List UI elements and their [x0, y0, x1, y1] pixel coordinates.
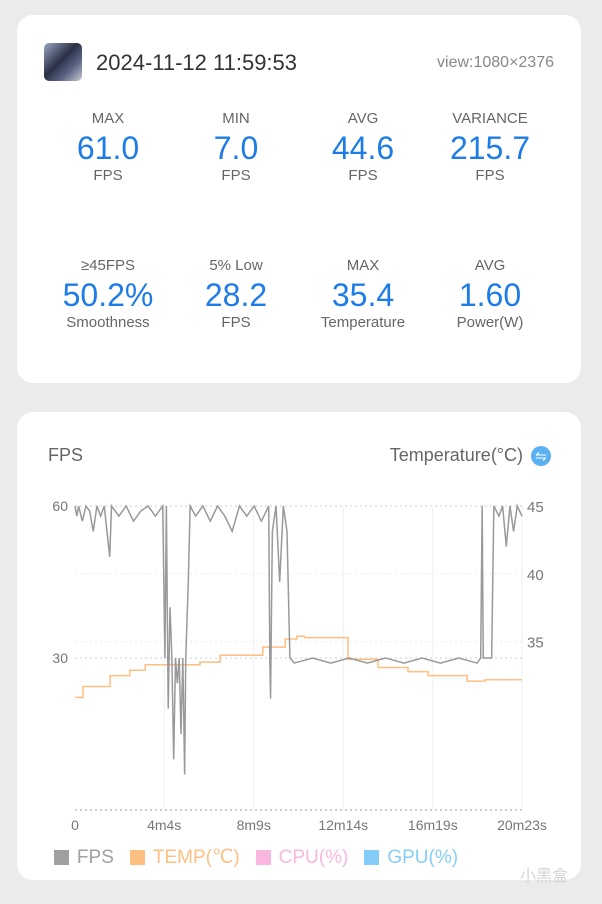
- legend-item[interactable]: GPU(%): [364, 846, 458, 869]
- stat-label: 5% Low: [209, 257, 263, 274]
- watermark: 小黑盒: [520, 868, 569, 885]
- legend-swatch: [129, 850, 145, 865]
- stat-label: MIN: [222, 110, 250, 127]
- stat-label: ≥45FPS: [80, 257, 136, 274]
- legend-label: TEMP(℃): [152, 847, 240, 868]
- stat-0: MAX 61.0 FPS: [44, 110, 172, 184]
- stat-unit: FPS: [348, 167, 378, 184]
- stat-unit: FPS: [221, 167, 251, 184]
- summary-card: 2024-11-12 11:59:53 view:1080×2376 MAX 61…: [17, 15, 581, 383]
- x-tick-label: 0: [71, 817, 79, 833]
- stat-1: MIN 7.0 FPS: [172, 110, 300, 184]
- stat-label: MAX: [346, 257, 380, 274]
- game-avatar: [44, 43, 82, 81]
- stat-value: 61.0: [76, 130, 140, 166]
- stat-2: AVG 44.6 FPS: [299, 110, 427, 184]
- legend-label: CPU(%): [278, 846, 349, 868]
- swap-icon[interactable]: ⇋: [531, 446, 551, 466]
- stat-value: 28.2: [204, 277, 268, 313]
- legend-item[interactable]: TEMP(℃): [129, 846, 240, 869]
- chart-legend: FPS TEMP(℃) CPU(%) GPU(%): [0, 846, 602, 869]
- stat-value: 44.6: [331, 130, 395, 166]
- stat-value: 1.60: [458, 277, 522, 313]
- legend-swatch: [53, 850, 69, 865]
- stat-unit: Power(W): [456, 314, 524, 331]
- stat-4: ≥45FPS 50.2% Smoothness: [44, 257, 172, 331]
- legend-item[interactable]: CPU(%): [255, 846, 349, 869]
- stat-unit: Smoothness: [66, 314, 150, 331]
- stat-unit: FPS: [93, 167, 123, 184]
- stat-value: 7.0: [213, 130, 259, 166]
- x-tick-label: 16m19s: [408, 817, 458, 833]
- stat-6: MAX 35.4 Temperature: [299, 257, 427, 331]
- stat-label: VARIANCE: [452, 110, 528, 127]
- stat-value: 215.7: [449, 130, 531, 166]
- legend-swatch: [364, 850, 380, 865]
- view-resolution: view:1080×2376: [437, 54, 554, 71]
- stat-7: AVG 1.60 Power(W): [426, 257, 554, 331]
- series-line-fps: [74, 503, 523, 775]
- temp-tick-label: 40: [527, 567, 544, 584]
- x-tick-label: 12m14s: [318, 817, 368, 833]
- session-datetime: 2024-11-12 11:59:53: [96, 50, 298, 75]
- temperature-axis-title: Temperature(°C): [389, 445, 523, 465]
- legend-swatch: [255, 850, 271, 865]
- x-tick-label: 8m9s: [237, 817, 271, 833]
- fps-tick-label: 30: [52, 650, 68, 666]
- legend-label: FPS: [76, 846, 114, 868]
- fps-axis-title: FPS: [48, 445, 84, 465]
- temp-tick-label: 45: [527, 499, 544, 516]
- stat-value: 50.2%: [62, 277, 154, 313]
- chart-card: FPS Temperature(°C) ⇋: [17, 412, 581, 880]
- stat-label: AVG: [474, 257, 506, 274]
- x-tick-label: 20m23s: [497, 817, 547, 833]
- stat-label: AVG: [347, 110, 379, 127]
- legend-item[interactable]: FPS: [53, 846, 114, 869]
- stat-unit: FPS: [475, 167, 505, 184]
- legend-label: GPU(%): [387, 846, 459, 868]
- stat-label: MAX: [91, 110, 125, 127]
- stat-unit: FPS: [221, 314, 251, 331]
- temp-tick-label: 35: [527, 635, 544, 652]
- stat-3: VARIANCE 215.7 FPS: [426, 110, 554, 184]
- stat-5: 5% Low 28.2 FPS: [172, 257, 300, 331]
- stat-value: 35.4: [331, 277, 395, 313]
- series-line-temp: [75, 635, 522, 699]
- fps-tick-label: 60: [52, 498, 68, 514]
- stat-unit: Temperature: [320, 314, 406, 331]
- x-tick-label: 4m4s: [147, 817, 181, 833]
